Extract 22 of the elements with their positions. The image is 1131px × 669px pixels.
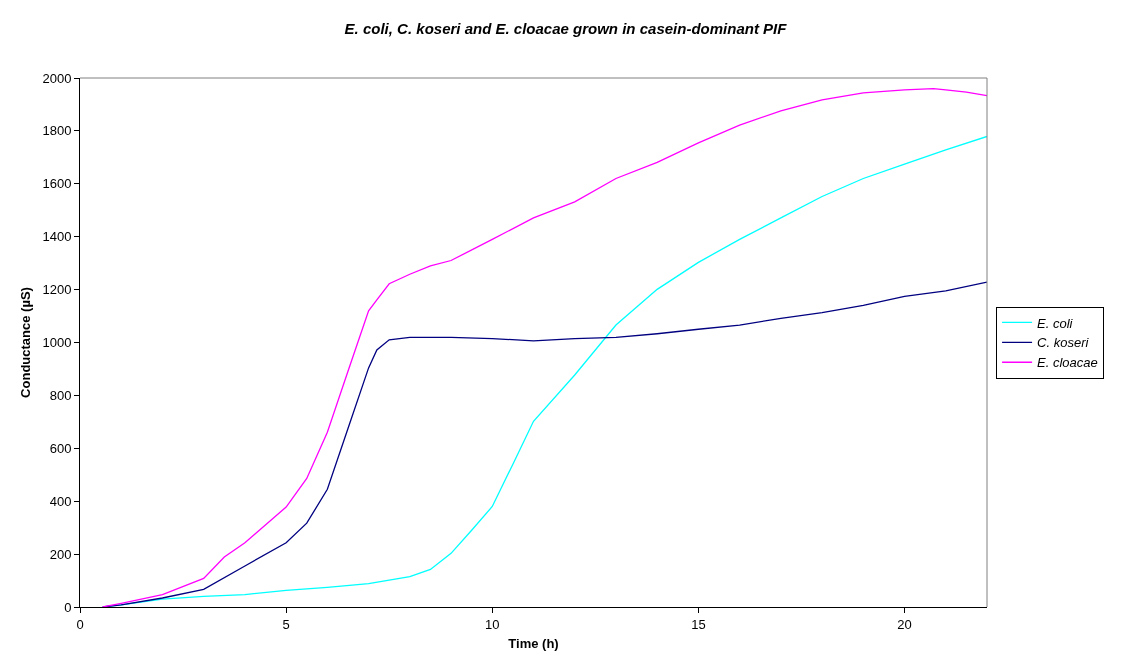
y-axis-title: Conductance (µS): [18, 287, 34, 398]
legend-label: E. coli: [1037, 315, 1074, 331]
y-tick-label: 0: [64, 599, 72, 615]
x-tick-label: 0: [76, 616, 84, 632]
y-tick-label: 800: [49, 387, 72, 403]
chart-title: E. coli, C. koseri and E. cloacae grown in casein-dominant PIF: [344, 19, 788, 37]
y-tick-label: 200: [49, 546, 72, 562]
y-tick-label: 2000: [42, 70, 72, 86]
y-tick-label: 1600: [42, 176, 72, 192]
y-tick-label: 1400: [42, 229, 72, 245]
x-tick-label: 10: [485, 616, 500, 632]
y-tick-label: 1000: [42, 335, 72, 351]
legend-label: C. koseri: [1037, 335, 1090, 351]
y-tick-label: 1800: [42, 123, 72, 139]
y-tick-label: 1200: [42, 282, 72, 298]
y-tick-label: 600: [49, 440, 72, 456]
legend-label: E. cloacae: [1037, 355, 1098, 371]
x-tick-label: 5: [282, 616, 290, 632]
y-tick-label: 400: [49, 493, 72, 509]
x-axis-title: Time (h): [508, 636, 559, 652]
x-tick-label: 15: [691, 616, 706, 632]
x-tick-label: 20: [897, 616, 912, 632]
